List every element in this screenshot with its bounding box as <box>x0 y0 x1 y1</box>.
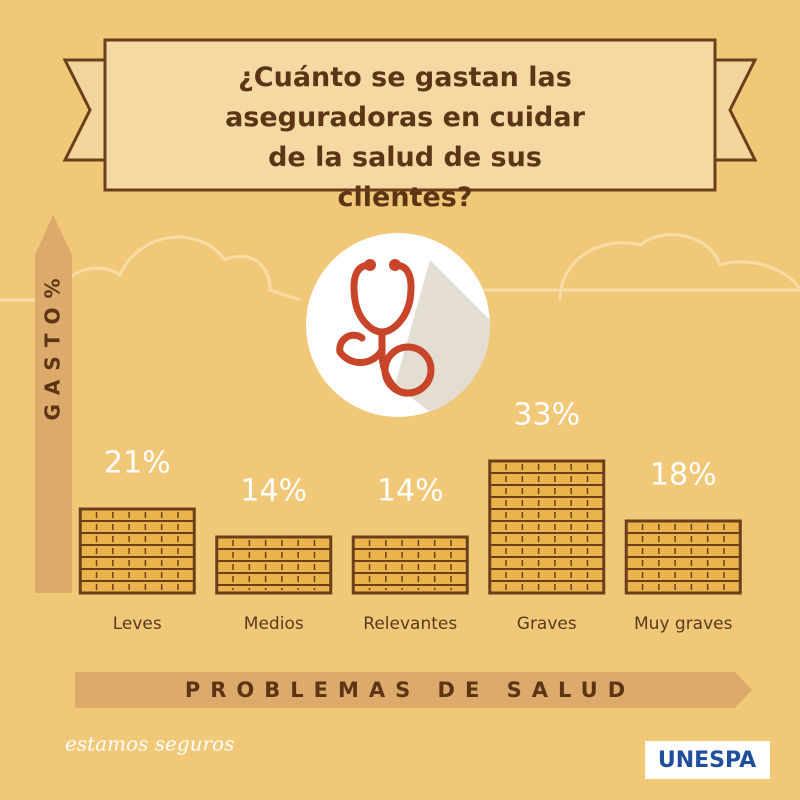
title-banner <box>62 38 758 192</box>
bar <box>215 535 333 595</box>
x-tick-label: Muy graves <box>634 614 733 634</box>
x-axis-label: PROBLEMAS DE SALUD <box>185 678 635 702</box>
x-tick-label: Leves <box>113 614 162 634</box>
bar <box>78 507 196 595</box>
stethoscope-icon <box>306 233 491 417</box>
value-label: 14% <box>377 474 444 509</box>
y-axis-arrow <box>35 215 72 593</box>
x-tick-label: Relevantes <box>363 614 457 634</box>
x-tick-label: Graves <box>517 614 577 634</box>
brand-left: estamos seguros <box>65 732 234 756</box>
bar <box>351 535 469 595</box>
x-tick-label: Medios <box>244 614 304 634</box>
brand-box <box>645 741 770 779</box>
value-label: 33% <box>513 398 580 433</box>
value-label: 14% <box>240 474 307 509</box>
brand-right: UNESPA <box>658 748 756 773</box>
bar <box>488 459 606 595</box>
y-axis-label: GASTO% <box>41 270 65 421</box>
value-label: 18% <box>650 458 717 493</box>
chart-title: ¿Cuánto se gastan las aseguradoras en cu… <box>225 62 585 213</box>
value-label: 21% <box>104 446 171 481</box>
clouds <box>0 233 800 302</box>
x-axis-arrow <box>75 672 752 708</box>
